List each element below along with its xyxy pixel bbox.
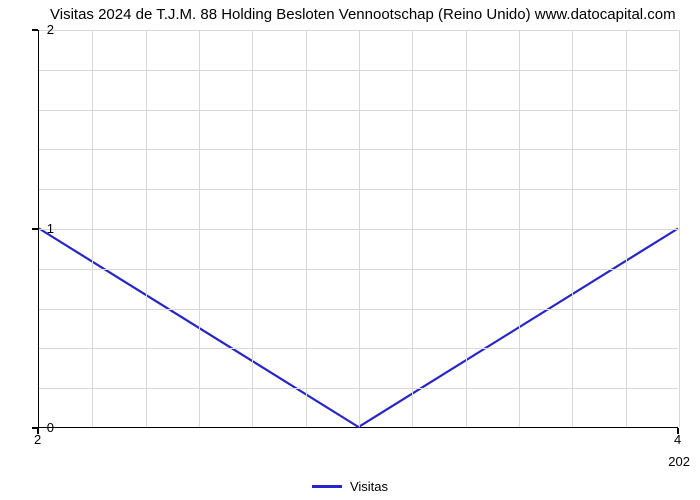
legend: Visitas <box>0 479 700 494</box>
y-tick-mark <box>32 29 38 31</box>
x-tick-label: 4 <box>674 432 681 447</box>
grid-horizontal <box>39 309 678 310</box>
x-right-truncated-label: 202 <box>668 454 690 469</box>
grid-horizontal <box>39 388 678 389</box>
grid-horizontal <box>39 229 678 230</box>
x-tick-mark <box>677 428 679 434</box>
grid-horizontal <box>39 348 678 349</box>
grid-horizontal <box>39 70 678 71</box>
grid-horizontal <box>39 189 678 190</box>
grid-horizontal <box>39 30 678 31</box>
grid-vertical <box>679 30 680 427</box>
chart-plot-area <box>38 30 678 428</box>
y-tick-mark <box>32 228 38 230</box>
grid-horizontal <box>39 110 678 111</box>
chart-title: Visitas 2024 de T.J.M. 88 Holding Beslot… <box>50 6 676 23</box>
legend-label: Visitas <box>350 479 388 494</box>
x-tick-mark <box>37 428 39 434</box>
legend-swatch <box>312 485 342 488</box>
x-tick-label: 2 <box>34 432 41 447</box>
grid-horizontal <box>39 149 678 150</box>
grid-horizontal <box>39 269 678 270</box>
